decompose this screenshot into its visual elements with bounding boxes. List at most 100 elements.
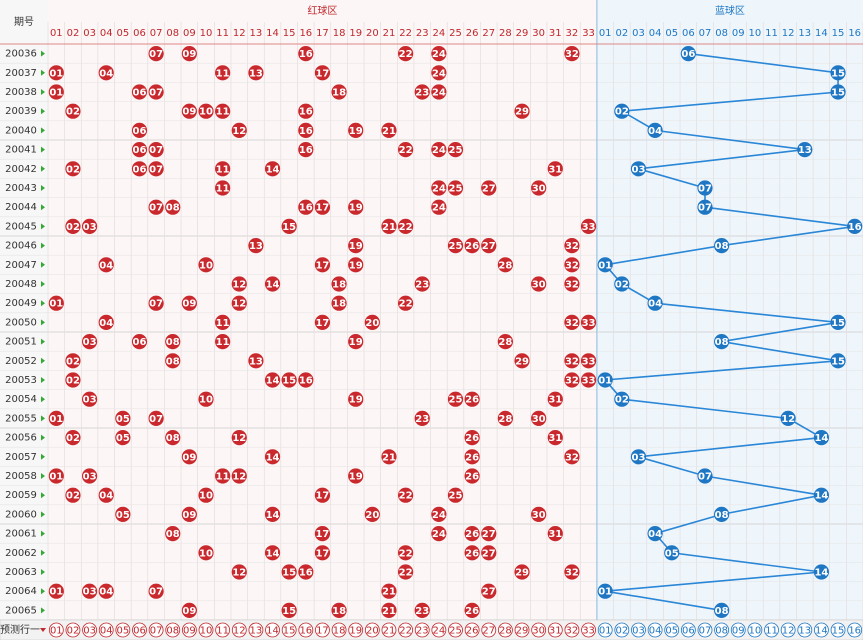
red-ball	[414, 84, 430, 100]
red-ball	[431, 142, 447, 158]
footer-red-number: 25	[449, 626, 462, 637]
red-ball-number: 14	[266, 510, 280, 521]
footer-red-number: 32	[566, 626, 579, 637]
red-ball-number: 15	[282, 222, 296, 233]
blue-ball-number: 03	[631, 164, 645, 175]
period-arrow	[41, 473, 45, 479]
red-ball-number: 26	[465, 395, 479, 406]
blue-ball-number: 15	[831, 88, 845, 99]
blue-ball	[597, 583, 613, 599]
red-ball	[331, 84, 347, 100]
red-ball	[98, 65, 114, 81]
period-label: 20061	[5, 529, 37, 540]
red-ball-number: 02	[66, 164, 80, 175]
blue-ball	[830, 65, 846, 81]
red-ball	[81, 583, 98, 599]
red-ball	[281, 564, 297, 580]
red-ball-number: 12	[232, 568, 246, 579]
red-ball	[398, 295, 414, 311]
footer-blue-number: 08	[715, 626, 728, 637]
footer-red-number: 07	[150, 626, 163, 637]
footer-red-circle	[265, 622, 280, 638]
footer-red-number: 08	[166, 626, 179, 637]
period-arrow	[41, 242, 45, 249]
red-ball-number: 21	[382, 126, 396, 137]
footer-red-number: 17	[316, 626, 329, 637]
red-ball-number: 07	[149, 88, 163, 99]
red-ball	[148, 199, 164, 215]
red-ball-number: 11	[216, 184, 230, 195]
red-column-number: 02	[67, 28, 80, 39]
blue-ball	[597, 372, 613, 388]
blue-column-number: 12	[782, 28, 795, 39]
red-ball	[398, 545, 414, 561]
red-ball	[131, 122, 148, 138]
red-ball	[398, 142, 414, 158]
red-ball-number: 26	[465, 241, 479, 252]
red-column-number: 08	[166, 28, 179, 39]
period-arrow	[41, 357, 45, 364]
red-ball-number: 22	[399, 145, 413, 156]
red-ball-number: 14	[266, 452, 280, 463]
red-ball-number: 19	[349, 241, 363, 252]
red-ball-number: 06	[133, 145, 147, 156]
red-ball	[314, 199, 331, 215]
blue-ball	[830, 353, 846, 369]
red-ball-number: 07	[149, 587, 163, 598]
red-ball	[165, 526, 181, 542]
red-ball	[165, 199, 181, 215]
red-ball	[231, 430, 247, 446]
red-ball	[98, 583, 114, 599]
red-column-number: 16	[299, 28, 312, 39]
footer-blue-number: 14	[815, 626, 828, 637]
red-ball-number: 19	[349, 203, 363, 214]
blue-ball	[664, 545, 680, 561]
footer-red-circle	[448, 622, 463, 638]
red-ball-number: 21	[382, 587, 396, 598]
red-ball	[231, 276, 247, 292]
footer-arrow	[40, 628, 46, 632]
blue-ball-number: 02	[615, 395, 629, 406]
footer-red-number: 23	[416, 626, 429, 637]
red-ball	[481, 180, 497, 196]
red-ball-number: 19	[349, 472, 363, 483]
footer-red-circle	[132, 622, 147, 638]
footer-blue-circle	[647, 622, 663, 638]
red-ball-number: 21	[382, 606, 396, 617]
red-column-number: 14	[266, 28, 279, 39]
blue-ball	[714, 602, 730, 619]
red-ball-number: 02	[66, 222, 80, 233]
red-ball	[298, 199, 314, 215]
period-arrow	[41, 415, 45, 422]
red-column-number: 32	[566, 28, 579, 39]
red-ball	[115, 430, 131, 446]
red-ball	[264, 506, 281, 522]
footer-red-circle	[181, 622, 197, 638]
blue-ball	[813, 487, 830, 503]
red-ball-number: 05	[116, 510, 130, 521]
red-ball-number: 21	[382, 452, 396, 463]
footer-blue-circle	[764, 622, 779, 638]
red-ball	[115, 506, 131, 522]
red-ball-number: 17	[315, 491, 329, 502]
red-ball	[348, 468, 364, 484]
period-arrow	[41, 588, 45, 595]
red-ball	[131, 334, 148, 350]
red-ball-number: 05	[116, 414, 130, 425]
footer-blue-circle	[747, 622, 763, 638]
red-ball-number: 30	[532, 184, 546, 195]
red-ball	[198, 487, 214, 503]
red-ball-number: 03	[83, 337, 97, 348]
red-ball-number: 07	[149, 164, 163, 175]
period-label: 20050	[5, 317, 37, 328]
red-ball-number: 24	[432, 203, 446, 214]
footer-red-circle	[364, 622, 380, 638]
blue-ball	[797, 142, 813, 158]
red-ball-number: 16	[299, 145, 313, 156]
red-ball-number: 01	[49, 88, 63, 99]
red-ball-number: 11	[216, 472, 230, 483]
red-ball-number: 24	[432, 145, 446, 156]
blue-column-number: 11	[765, 28, 778, 39]
period-arrow	[41, 338, 45, 345]
red-column-number: 26	[466, 28, 479, 39]
